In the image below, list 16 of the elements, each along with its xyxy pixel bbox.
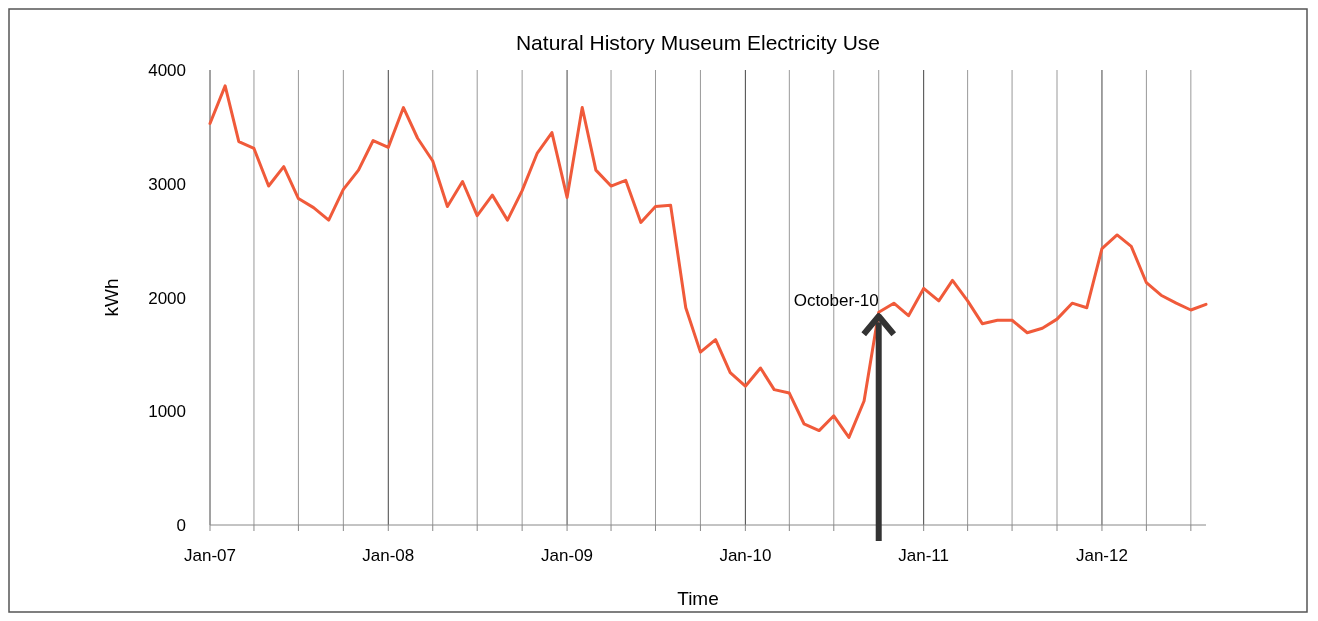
- y-tick-label: 4000: [148, 61, 186, 80]
- x-tick-label: Jan-12: [1075, 546, 1128, 565]
- y-tick-label: 2000: [148, 288, 186, 308]
- chart-title: Natural History Museum Electricity Use: [515, 31, 881, 54]
- x-tick-label: Jan-08: [362, 546, 415, 565]
- x-tick-label: Jan-07: [184, 546, 236, 565]
- annotation: October-10: [793, 291, 879, 311]
- y-tick-label: 0: [176, 516, 186, 535]
- x-tick-label: Jan-10: [719, 546, 772, 565]
- y-tick-label: 1000: [148, 402, 186, 422]
- y-tick-label: 3000: [148, 174, 186, 194]
- x-tick-label: Jan-11: [898, 546, 950, 565]
- y-axis-title: kWh: [101, 278, 122, 317]
- line-series: [208, 84, 1208, 439]
- x-tick-label: Jan-09: [541, 546, 594, 565]
- x-axis-title: Time: [677, 588, 719, 609]
